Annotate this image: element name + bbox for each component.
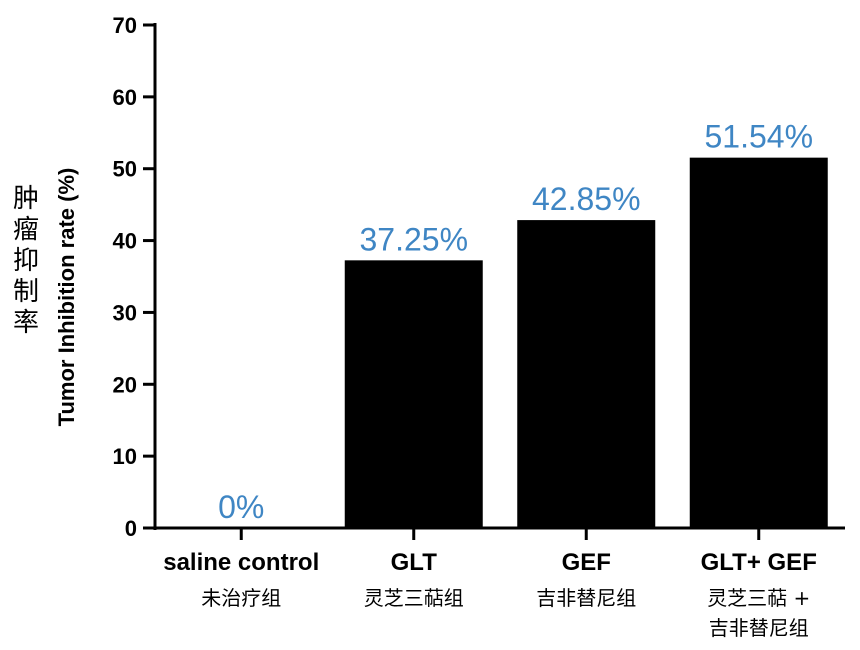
value-label: 37.25% xyxy=(359,221,468,257)
y-tick-label: 20 xyxy=(113,372,137,397)
y-tick-label: 60 xyxy=(113,85,137,110)
y-axis-label-char: 肿 xyxy=(13,184,39,214)
bar xyxy=(689,157,828,528)
y-tick-label: 0 xyxy=(125,516,137,541)
category-label-chinese: 灵芝三萜组 xyxy=(364,586,464,610)
bar xyxy=(517,220,656,528)
category-label: GLT+ GEF xyxy=(701,549,817,576)
y-axis-label-char: 率 xyxy=(13,308,39,338)
category-label-chinese: 吉非替尼组 xyxy=(709,616,809,640)
value-label: 51.54% xyxy=(704,119,813,155)
category-labels: saline control 未治疗组 GLT 灵芝三萜组 GEF 吉非替尼组 GLT+ G… xyxy=(163,549,817,640)
y-tick-label: 30 xyxy=(113,300,137,325)
category-label-chinese: 未治疗组 xyxy=(201,586,281,610)
category-label-chinese: 吉非替尼组 xyxy=(536,586,636,610)
category-label: GEF xyxy=(562,549,611,576)
y-axis-label-char: 瘤 xyxy=(13,215,39,245)
x-axis xyxy=(153,526,845,540)
value-label: 42.85% xyxy=(532,181,641,217)
y-axis: 0 10 20 30 40 50 60 70 xyxy=(113,13,157,541)
y-axis-label: Tumor Inhibition rate (%) xyxy=(54,168,79,427)
bar xyxy=(344,260,483,528)
value-label: 0% xyxy=(218,489,264,525)
y-tick-label: 10 xyxy=(113,444,137,469)
y-axis-label-char: 抑 xyxy=(13,246,39,276)
y-tick-label: 70 xyxy=(113,13,137,38)
value-labels: 0% 37.25% 42.85% 51.54% xyxy=(218,119,813,525)
y-tick-label: 40 xyxy=(113,229,137,254)
bars xyxy=(344,157,828,528)
category-label: saline control xyxy=(163,549,319,576)
category-label-chinese: 灵芝三萜 + xyxy=(707,586,810,610)
y-axis-label-char: 制 xyxy=(13,277,39,307)
y-tick-label: 50 xyxy=(113,157,137,182)
category-label: GLT xyxy=(391,549,438,576)
